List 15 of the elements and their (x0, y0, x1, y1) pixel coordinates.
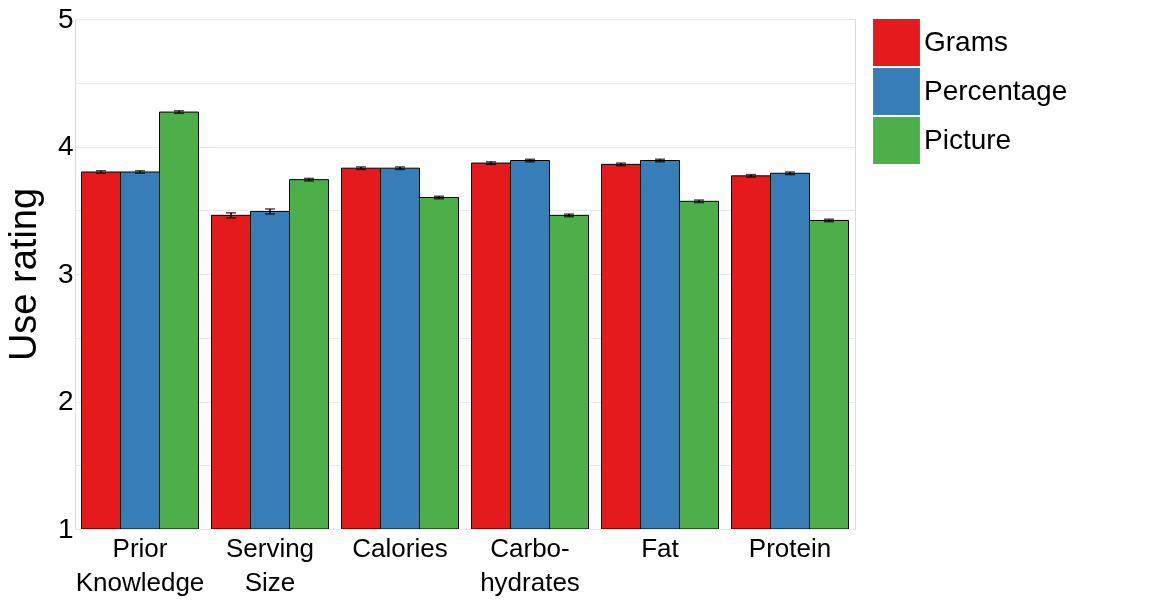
legend-label: Grams (924, 25, 1008, 57)
y-tick-label: 1 (57, 512, 74, 544)
x-tick-label: Prior Knowledge (75, 532, 205, 597)
x-tick-label: Calories (352, 532, 448, 563)
x-tick-label: Carbo- hydrates (480, 532, 580, 597)
y-tick-label: 2 (57, 385, 74, 416)
y-tick-label: 3 (57, 257, 74, 289)
x-tick-label: Protein (748, 532, 832, 563)
x-tick-label: Fat (641, 532, 680, 563)
y-tick-label: 4 (57, 130, 74, 161)
legend-label: Percentage (924, 74, 1068, 106)
legend-label: Picture (924, 123, 1012, 155)
x-tick-label: Serving Size (225, 532, 315, 597)
y-tick-label: 5 (57, 2, 74, 34)
y-axis-title: Use rating (1, 187, 44, 362)
